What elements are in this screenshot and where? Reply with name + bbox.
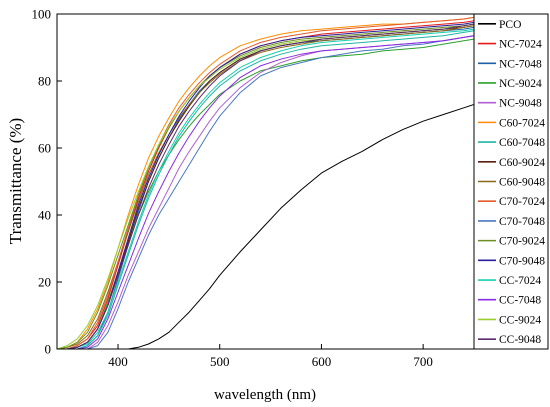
- series-line-cc-9048: [57, 23, 474, 349]
- series-line-c60-9048: [57, 25, 474, 349]
- x-tick-label: 600: [312, 354, 332, 369]
- series-line-c60-7024: [57, 16, 474, 349]
- legend-label: CC-9024: [499, 314, 541, 326]
- y-axis-title: Transmittance (%): [6, 118, 25, 244]
- legend: PCO NC-7024 NC-7048 NC-9024 NC-9048 C60-7024 C…: [473, 13, 549, 350]
- legend-label: C60-7048: [499, 137, 545, 149]
- legend-label: CC-7048: [499, 295, 541, 307]
- series-line-c60-7048: [57, 30, 474, 349]
- legend-label: C60-9048: [499, 177, 545, 189]
- legend-label: C60-9024: [499, 157, 545, 169]
- series-line-cc-7048: [57, 35, 474, 349]
- x-axis-title: wavelength (nm): [214, 387, 316, 403]
- x-tick-label: 400: [108, 354, 128, 369]
- y-tick-label: 60: [38, 141, 51, 156]
- series-layer: [57, 16, 474, 349]
- x-tick-label: 700: [413, 354, 433, 369]
- legend-label: C70-7048: [499, 216, 545, 228]
- legend-label: PCO: [499, 19, 521, 31]
- legend-label: NC-9048: [499, 98, 542, 110]
- series-line-c70-7024: [57, 16, 474, 349]
- legend-label: NC-7024: [499, 39, 542, 51]
- legend-label: C60-7024: [499, 117, 545, 129]
- legend-label: CC-7024: [499, 275, 541, 287]
- legend-label: NC-9024: [499, 78, 542, 90]
- legend-label: C70-7024: [499, 196, 545, 208]
- y-tick-label: 80: [38, 74, 51, 89]
- y-tick-label: 20: [38, 275, 51, 290]
- series-line-cc-7024: [57, 28, 474, 349]
- legend-label: C70-9024: [499, 236, 545, 248]
- tick-layer: 400 500 600 700 0 20 40 60 80 100: [32, 7, 433, 370]
- series-line-nc-9024: [57, 38, 474, 349]
- series-line-c70-7048: [57, 35, 474, 349]
- y-tick-label: 100: [32, 7, 52, 22]
- legend-label: NC-7048: [499, 58, 542, 70]
- series-line-c70-9024: [57, 23, 474, 349]
- y-tick-label: 0: [45, 342, 52, 357]
- series-line-pco: [57, 104, 474, 349]
- legend-label: CC-9048: [499, 334, 541, 346]
- x-tick-label: 500: [210, 354, 230, 369]
- y-tick-label: 40: [38, 208, 51, 223]
- legend-label: C70-9048: [499, 255, 545, 267]
